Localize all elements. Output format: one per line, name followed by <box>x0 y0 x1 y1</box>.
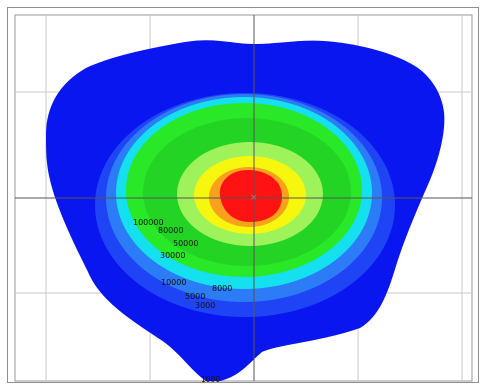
contour-label-5000: 5000 <box>185 292 205 301</box>
contour-label-100000: 100000 <box>133 218 164 227</box>
plot-frame <box>7 7 479 383</box>
contour-label-8000: 8000 <box>212 284 232 293</box>
contour-label-1000: 1000 <box>201 375 220 384</box>
contour-label-10000: 10000 <box>161 278 186 287</box>
contour-band-red <box>219 170 282 222</box>
contour-label-3000: 3000 <box>195 301 215 310</box>
center-marker: × <box>250 193 258 203</box>
contour-label-50000: 50000 <box>173 239 198 248</box>
crosshair <box>15 15 472 381</box>
contour-label-80000: 80000 <box>158 226 183 235</box>
contour-label-30000: 30000 <box>160 251 185 260</box>
